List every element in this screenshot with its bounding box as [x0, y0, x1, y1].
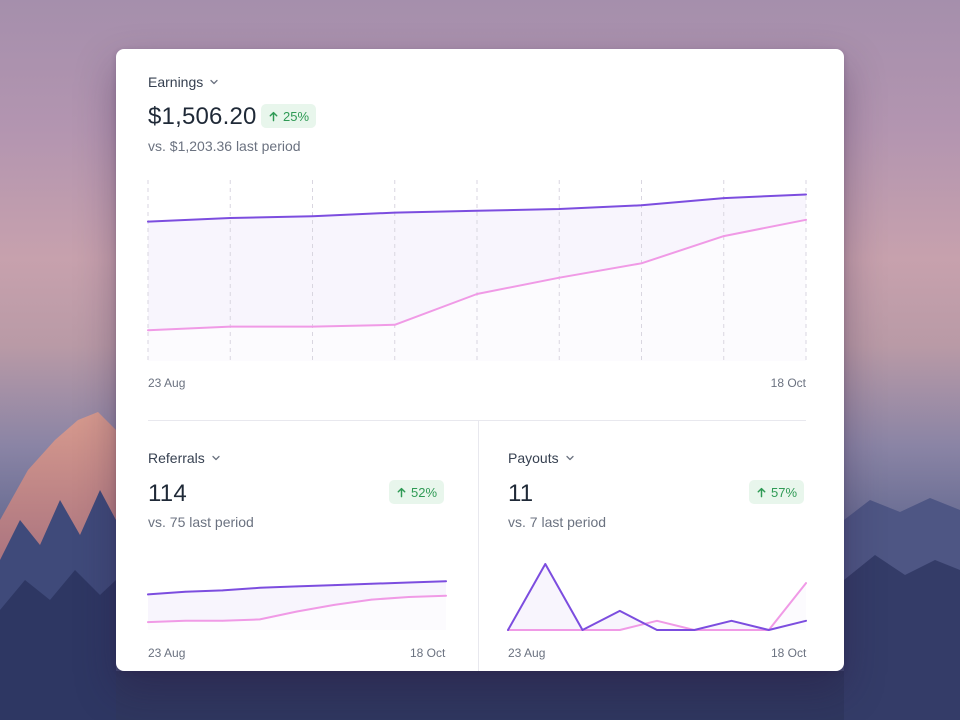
- earnings-chart: [147, 180, 807, 361]
- payouts-primary-point: [581, 629, 584, 631]
- referrals-primary-point: [445, 580, 447, 582]
- referrals-secondary-point: [259, 618, 261, 621]
- payouts-secondary-point: [656, 620, 658, 622]
- earnings-compare: vs. $1,203.36 last period: [148, 138, 301, 154]
- referrals-chart: [147, 580, 447, 630]
- payouts-primary-point: [544, 563, 547, 565]
- earnings-primary-point: [805, 193, 807, 196]
- payouts-primary-point: [619, 610, 621, 612]
- earnings-primary-point: [147, 220, 149, 223]
- payouts-primary-point: [730, 620, 733, 622]
- arrow-up-icon: [757, 487, 766, 497]
- earnings-primary-point: [558, 208, 561, 210]
- referrals-primary-point: [184, 590, 187, 593]
- referrals-primary-point: [221, 589, 224, 592]
- referrals-secondary-point: [184, 620, 187, 622]
- payouts-compare: vs. 7 last period: [508, 514, 607, 530]
- referrals-x-end: 18 Oct: [410, 646, 446, 660]
- earnings-primary-point: [229, 217, 232, 219]
- earnings-primary-point: [723, 197, 725, 199]
- earnings-change-value: 25%: [283, 108, 310, 124]
- chevron-down-icon: [212, 455, 220, 461]
- payouts-secondary-point: [544, 629, 547, 631]
- payouts-secondary-point: [619, 629, 621, 631]
- earnings-secondary-point: [805, 219, 807, 221]
- payouts-dropdown[interactable]: Payouts: [508, 450, 575, 466]
- payouts-primary-point: [805, 620, 807, 622]
- earnings-secondary-point: [558, 276, 561, 279]
- earnings-primary-point: [394, 211, 396, 214]
- referrals-area-fill: [148, 581, 446, 623]
- payouts-primary-point: [656, 629, 658, 631]
- payouts-change-value: 57%: [771, 484, 798, 500]
- column-divider: [478, 420, 479, 671]
- section-divider: [148, 420, 806, 421]
- chevron-down-icon: [565, 455, 574, 461]
- payouts-title: Payouts: [508, 450, 559, 466]
- earnings-secondary-point: [640, 262, 643, 265]
- stats-card: Earnings $1,506.20 25% vs. $1,203.36 las…: [116, 49, 844, 671]
- payouts-value: 11: [508, 480, 534, 507]
- earnings-secondary-point: [147, 329, 149, 331]
- earnings-x-end: 18 Oct: [770, 376, 806, 390]
- earnings-primary-point: [640, 204, 643, 207]
- earnings-primary-point: [311, 215, 314, 217]
- payouts-change-badge: 57%: [749, 480, 805, 504]
- earnings-secondary-point: [311, 325, 314, 328]
- referrals-primary-point: [147, 593, 149, 596]
- payouts-primary-point: [507, 629, 509, 631]
- referrals-primary-point: [370, 583, 373, 585]
- earnings-secondary-point: [476, 293, 478, 295]
- chevron-down-icon: [210, 79, 218, 85]
- referrals-change-badge: 52%: [389, 480, 445, 504]
- referrals-secondary-point: [370, 598, 373, 601]
- earnings-value: $1,506.20: [148, 103, 257, 130]
- referrals-primary-point: [296, 585, 298, 588]
- referrals-change-value: 52%: [411, 484, 438, 500]
- earnings-change-badge: 25%: [261, 104, 317, 128]
- referrals-dropdown[interactable]: Referrals: [148, 450, 221, 466]
- payouts-chart: [507, 563, 807, 631]
- payouts-base-fill: [508, 583, 806, 630]
- referrals-secondary-point: [296, 610, 298, 613]
- arrow-up-icon: [269, 111, 278, 121]
- referrals-primary-point: [333, 584, 336, 586]
- referrals-compare: vs. 75 last period: [148, 514, 254, 530]
- referrals-primary-point: [259, 587, 261, 589]
- referrals-secondary-point: [147, 621, 149, 623]
- earnings-dropdown[interactable]: Earnings: [148, 74, 219, 90]
- referrals-secondary-point: [408, 596, 410, 598]
- earnings-x-start: 23 Aug: [148, 376, 186, 390]
- earnings-title: Earnings: [148, 74, 204, 90]
- payouts-primary-point: [693, 629, 696, 631]
- referrals-value: 114: [148, 480, 187, 507]
- earnings-secondary-point: [229, 325, 232, 328]
- payouts-x-start: 23 Aug: [508, 646, 546, 660]
- earnings-secondary-point: [394, 324, 396, 326]
- referrals-title: Referrals: [148, 450, 205, 466]
- arrow-up-icon: [397, 487, 406, 497]
- payouts-secondary-point: [805, 582, 807, 584]
- earnings-secondary-point: [723, 235, 725, 237]
- earnings-primary-point: [476, 210, 478, 212]
- payouts-secondary-point: [730, 629, 733, 631]
- payouts-x-end: 18 Oct: [771, 646, 807, 660]
- referrals-secondary-point: [333, 604, 336, 606]
- referrals-primary-point: [408, 581, 410, 584]
- referrals-secondary-point: [221, 620, 224, 622]
- payouts-primary-point: [768, 629, 770, 631]
- referrals-secondary-point: [445, 594, 447, 597]
- referrals-x-start: 23 Aug: [148, 646, 186, 660]
